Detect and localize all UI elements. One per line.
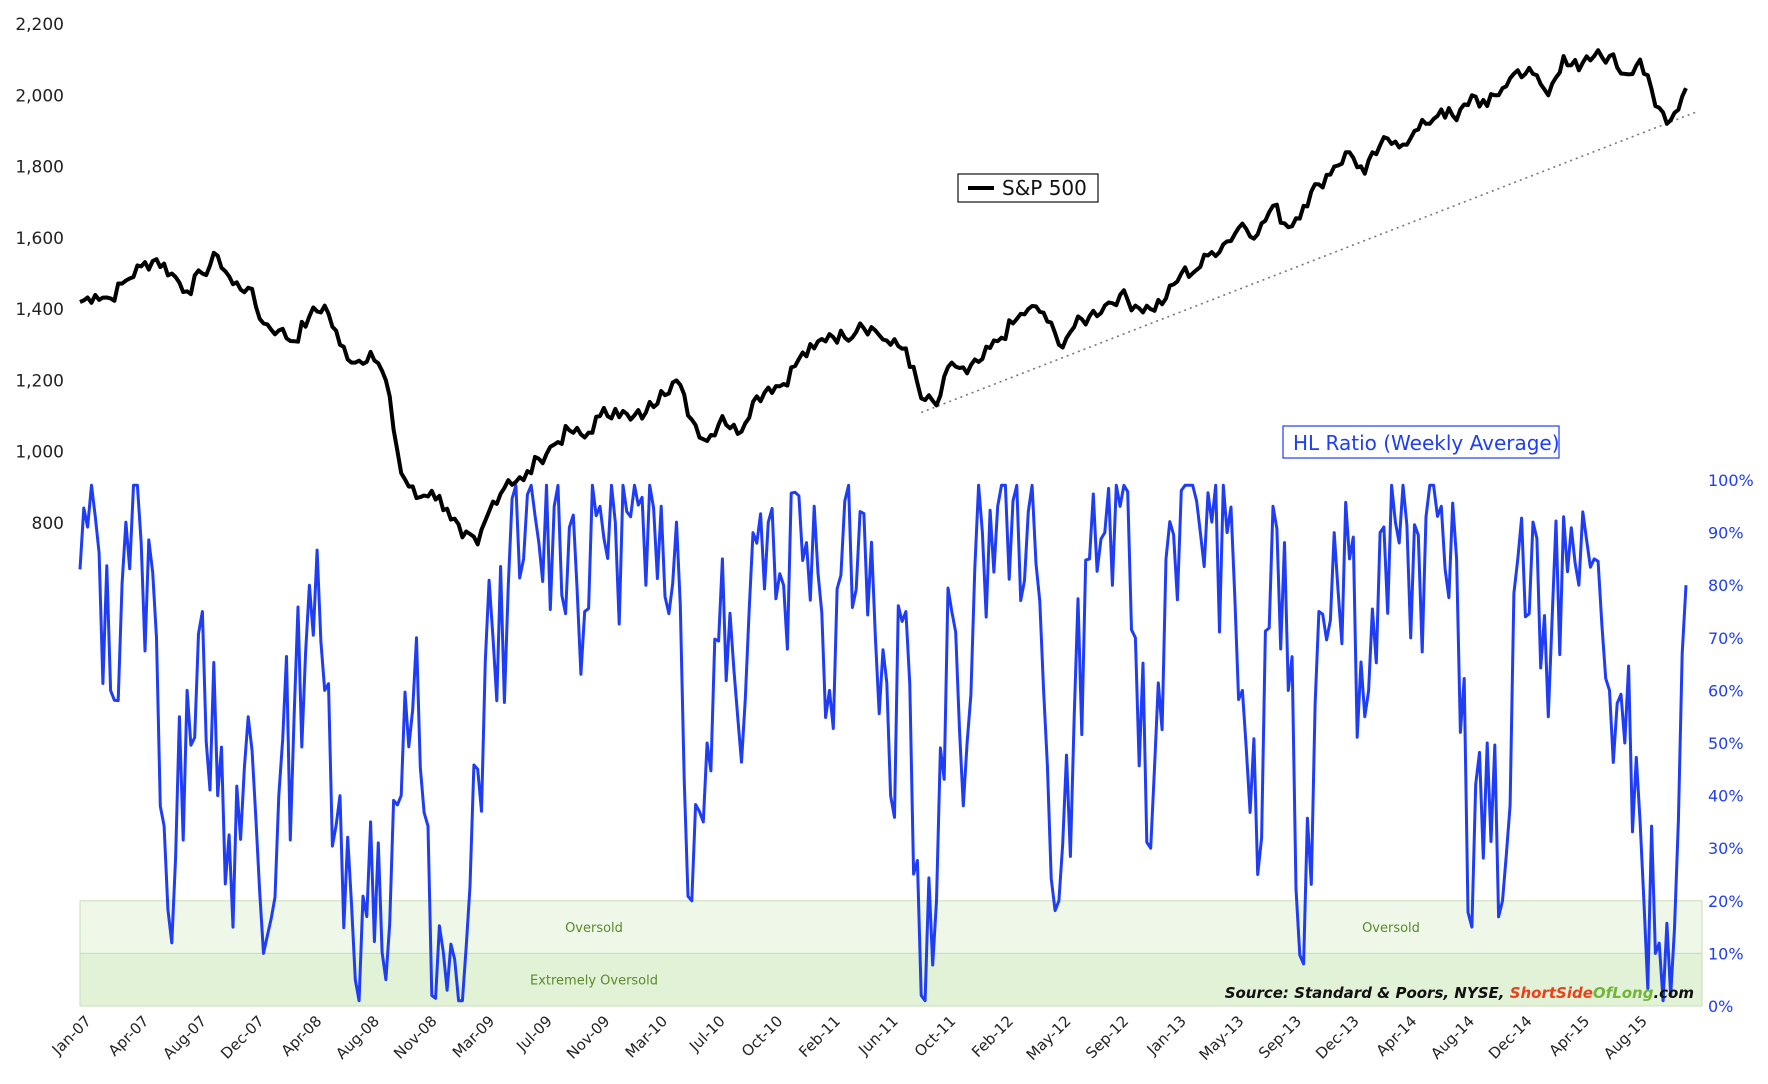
right-axis-ticks: 0% 10% 20% 30% 40% 50% 60% 70% 80% 90% 100% <box>1708 471 1754 1016</box>
source-prefix: Source: Standard & Poors, NYSE, <box>1225 984 1510 1002</box>
x-tick-label: Oct-10 <box>738 1012 786 1060</box>
sp500-legend: S&P 500 <box>957 173 1099 203</box>
x-tick-label: Sep-13 <box>1255 1012 1305 1062</box>
x-tick-label: Feb-12 <box>968 1012 1017 1061</box>
source-brand-side: Side <box>1556 984 1593 1002</box>
x-tick-label: Dec-14 <box>1485 1012 1536 1063</box>
support-trendline <box>920 110 1699 414</box>
left-tick-label: 1,800 <box>15 158 64 178</box>
left-tick-label: 1,400 <box>15 300 64 320</box>
right-tick-label: 30% <box>1708 839 1744 858</box>
left-axis-ticks: 800 1,000 1,200 1,400 1,600 1,800 2,000 2,200 <box>15 15 64 534</box>
x-tick-label: Jul-09 <box>512 1012 556 1056</box>
left-tick-label: 1,000 <box>15 443 64 463</box>
x-tick-label: Apr-07 <box>105 1012 153 1060</box>
right-tick-label: 70% <box>1708 629 1744 648</box>
source-brand-short: Short <box>1510 984 1557 1002</box>
x-tick-label: Nov-09 <box>563 1012 613 1062</box>
right-tick-label: 10% <box>1708 944 1744 963</box>
x-tick-label: Dec-07 <box>217 1012 268 1063</box>
left-tick-label: 2,200 <box>15 15 64 35</box>
hl-legend-box <box>1282 425 1560 459</box>
x-tick-label: Jul-10 <box>685 1012 729 1056</box>
source-brand-of: Of <box>1593 984 1615 1002</box>
source-brand-long: Long <box>1612 984 1654 1002</box>
x-tick-label: Sep-12 <box>1082 1012 1132 1062</box>
right-tick-label: 20% <box>1708 892 1744 911</box>
x-tick-label: Apr-08 <box>278 1012 326 1060</box>
hl-legend: HL Ratio (Weekly Average) <box>1282 425 1560 459</box>
right-tick-label: 60% <box>1708 681 1744 700</box>
sp500-legend-label: S&P 500 <box>1002 176 1087 200</box>
x-tick-label: May-13 <box>1196 1012 1248 1064</box>
right-tick-label: 40% <box>1708 787 1744 806</box>
right-tick-label: 100% <box>1708 471 1754 490</box>
extremely-oversold-zone <box>79 952 1703 1007</box>
x-tick-label: Jan-07 <box>48 1012 95 1059</box>
x-tick-label: Mar-10 <box>622 1012 671 1061</box>
x-tick-label: Aug-07 <box>159 1012 210 1063</box>
x-tick-label: Apr-15 <box>1545 1012 1593 1060</box>
oversold-zone <box>79 900 1703 954</box>
right-tick-label: 0% <box>1708 997 1733 1016</box>
source-suffix: .com <box>1653 984 1694 1002</box>
oversold-label-left: Oversold <box>565 921 623 936</box>
x-tick-label: Nov-08 <box>390 1012 440 1062</box>
oversold-label-right: Oversold <box>1362 921 1420 936</box>
x-tick-label: Dec-13 <box>1312 1012 1363 1063</box>
x-axis-ticks: Jan-07 Apr-07 Aug-07 Dec-07 Apr-08 Aug-08 Nov-… <box>48 1012 1651 1064</box>
source-note: Source: Standard & Poors, NYSE, ShortSid… <box>1225 984 1694 1002</box>
x-tick-label: Mar-09 <box>449 1012 498 1061</box>
x-tick-label: Jun-11 <box>854 1012 901 1059</box>
x-tick-label: Jan-13 <box>1143 1012 1190 1059</box>
x-tick-label: Oct-11 <box>911 1012 959 1060</box>
right-tick-label: 50% <box>1708 734 1744 753</box>
left-tick-label: 1,600 <box>15 229 64 249</box>
left-tick-label: 1,200 <box>15 371 64 391</box>
right-tick-label: 90% <box>1708 524 1744 543</box>
left-tick-label: 2,000 <box>15 86 64 106</box>
x-tick-label: Feb-11 <box>795 1012 844 1061</box>
hl-ratio-series-line <box>78 483 1688 1003</box>
extremely-oversold-label: Extremely Oversold <box>530 974 658 989</box>
x-tick-label: Aug-08 <box>332 1012 383 1063</box>
x-tick-label: Aug-15 <box>1600 1012 1651 1063</box>
x-tick-label: Aug-14 <box>1427 1012 1478 1063</box>
zones-group: Oversold Oversold Extremely Oversold <box>79 900 1703 1007</box>
left-tick-label: 800 <box>32 514 64 534</box>
sp500-series-line <box>79 48 1688 547</box>
x-tick-label: Apr-14 <box>1373 1012 1421 1060</box>
right-tick-label: 80% <box>1708 576 1744 595</box>
x-tick-label: May-12 <box>1023 1012 1075 1064</box>
hl-legend-label: HL Ratio (Weekly Average) <box>1293 431 1560 455</box>
